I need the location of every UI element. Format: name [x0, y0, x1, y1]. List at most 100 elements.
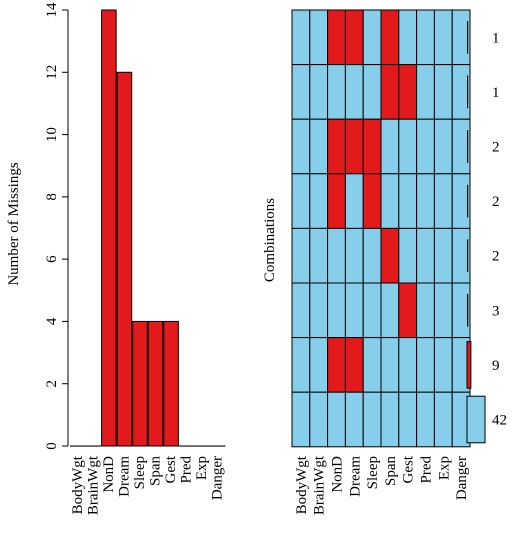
cell-row7-dream	[344, 337, 364, 393]
left-x-tick-labels: BodyWgt BrainWgt NonD Dream Sleep Span Gest Pre…	[70, 455, 226, 515]
cell-row5-brainwgt	[309, 227, 329, 284]
right-x-tick-label: Danger	[454, 456, 470, 500]
cell-row2-dream	[344, 64, 364, 120]
count-label-7: 9	[492, 358, 500, 374]
count-bar-4	[467, 184, 469, 218]
bar-gest	[163, 320, 179, 447]
bar-span	[147, 320, 164, 447]
cell-row3-bodywgt	[291, 118, 311, 175]
cell-row4-pred	[416, 173, 435, 229]
cell-row6-gest	[398, 282, 418, 339]
left-x-tick-label: BrainWgt	[85, 455, 101, 515]
cell-row4-span	[380, 173, 400, 229]
left-x-tick-label: Danger	[210, 456, 226, 500]
left-y-tick-label: 12	[44, 65, 60, 80]
cell-row6-pred	[416, 282, 435, 339]
count-bar-3	[467, 130, 469, 163]
left-x-tick-label: NonD	[101, 456, 117, 493]
bar-dream	[116, 71, 133, 447]
cell-row2-bodywgt	[291, 64, 311, 120]
cell-row1-span	[380, 9, 400, 66]
cell-row7-pred	[416, 337, 435, 393]
cell-row8-gest	[398, 391, 418, 448]
count-bar-7	[466, 341, 472, 389]
count-label-5: 2	[492, 249, 500, 265]
count-bar-5	[467, 239, 469, 272]
cell-row7-nond	[327, 337, 346, 393]
cell-row7-span	[380, 337, 400, 393]
count-label-8: 42	[492, 413, 507, 429]
cell-row4-bodywgt	[291, 173, 311, 229]
left-x-tick-label: Span	[148, 456, 164, 487]
cell-row1-nond	[327, 9, 346, 66]
cell-row5-gest	[398, 227, 418, 284]
right-x-tick-label: BrainWgt	[312, 455, 328, 515]
right-x-tick-label: Sleep	[365, 456, 381, 489]
left-x-tick-label: Sleep	[132, 456, 148, 489]
cell-row7-brainwgt	[309, 337, 329, 393]
combinations-chart: Combinations 1 1 2 2 2 3 9 42 BodyWgt BrainWgt No…	[262, 9, 507, 515]
left-y-axis: 0 2 4 6 8 10 12 14	[44, 2, 69, 450]
cell-row5-span	[380, 227, 400, 284]
cell-row2-nond	[327, 64, 346, 120]
right-x-tick-label: Exp	[436, 456, 452, 480]
right-y-axis-label: Combinations	[262, 198, 278, 282]
bar-nond	[101, 9, 117, 447]
left-x-tick-label: BodyWgt	[70, 455, 86, 514]
left-y-tick-label: 2	[44, 380, 60, 388]
cell-row5-exp	[433, 227, 453, 284]
cell-row1-brainwgt	[309, 9, 329, 66]
cell-row6-sleep	[362, 282, 382, 339]
cell-row5-nond	[327, 227, 346, 284]
cell-row4-gest	[398, 173, 418, 229]
cell-row5-sleep	[362, 227, 382, 284]
cell-row4-brainwgt	[309, 173, 329, 229]
cell-row1-gest	[398, 9, 418, 66]
cell-row3-exp	[433, 118, 453, 175]
cell-row3-dream	[344, 118, 364, 175]
cell-row3-brainwgt	[309, 118, 329, 175]
count-label-6: 3	[492, 303, 500, 319]
combination-matrix	[291, 9, 471, 448]
cell-row2-pred	[416, 64, 435, 120]
cell-row8-span	[380, 391, 400, 448]
right-x-tick-label: Span	[383, 456, 399, 487]
cell-row3-gest	[398, 118, 418, 175]
cell-row6-dream	[344, 282, 364, 339]
left-y-tick-label: 4	[44, 317, 60, 325]
cell-row6-exp	[433, 282, 453, 339]
count-label-1: 1	[492, 30, 500, 46]
left-y-tick-label: 6	[44, 255, 60, 263]
missing-count-bar-chart: Number of Missings 0 2 4 6 8 10 12 14 BodyWgt Br…	[6, 2, 226, 515]
cell-row2-span	[380, 64, 400, 120]
left-x-tick-label: Gest	[163, 455, 179, 483]
cell-row2-sleep	[362, 64, 382, 120]
count-label-3: 2	[492, 140, 500, 156]
cell-row3-nond	[327, 118, 346, 175]
cell-row3-sleep	[362, 118, 382, 175]
cell-row8-nond	[327, 391, 346, 448]
cell-row2-brainwgt	[309, 64, 329, 120]
count-bar-2	[467, 75, 469, 109]
cell-row7-exp	[433, 337, 453, 393]
combination-count-bars	[466, 21, 486, 444]
cell-row1-sleep	[362, 9, 382, 66]
left-y-tick-label: 10	[44, 127, 60, 142]
cell-row8-dream	[344, 391, 364, 448]
count-label-4: 2	[492, 194, 500, 210]
right-x-tick-labels: BodyWgt BrainWgt NonD Dream Sleep Span Gest Pre…	[294, 455, 470, 515]
left-y-tick-label: 0	[44, 442, 60, 450]
left-x-tick-label: Dream	[116, 456, 132, 497]
cell-row4-nond	[327, 173, 346, 229]
cell-row3-span	[380, 118, 400, 175]
right-x-tick-label: Dream	[347, 456, 363, 497]
cell-row8-pred	[416, 391, 435, 448]
cell-row1-dream	[344, 9, 364, 66]
cell-row5-pred	[416, 227, 435, 284]
cell-row8-sleep	[362, 391, 382, 448]
cell-row1-exp	[433, 9, 453, 66]
cell-row8-brainwgt	[309, 391, 329, 448]
cell-row2-exp	[433, 64, 453, 120]
left-x-tick-label: Pred	[179, 456, 195, 484]
cell-row4-sleep	[362, 173, 382, 229]
